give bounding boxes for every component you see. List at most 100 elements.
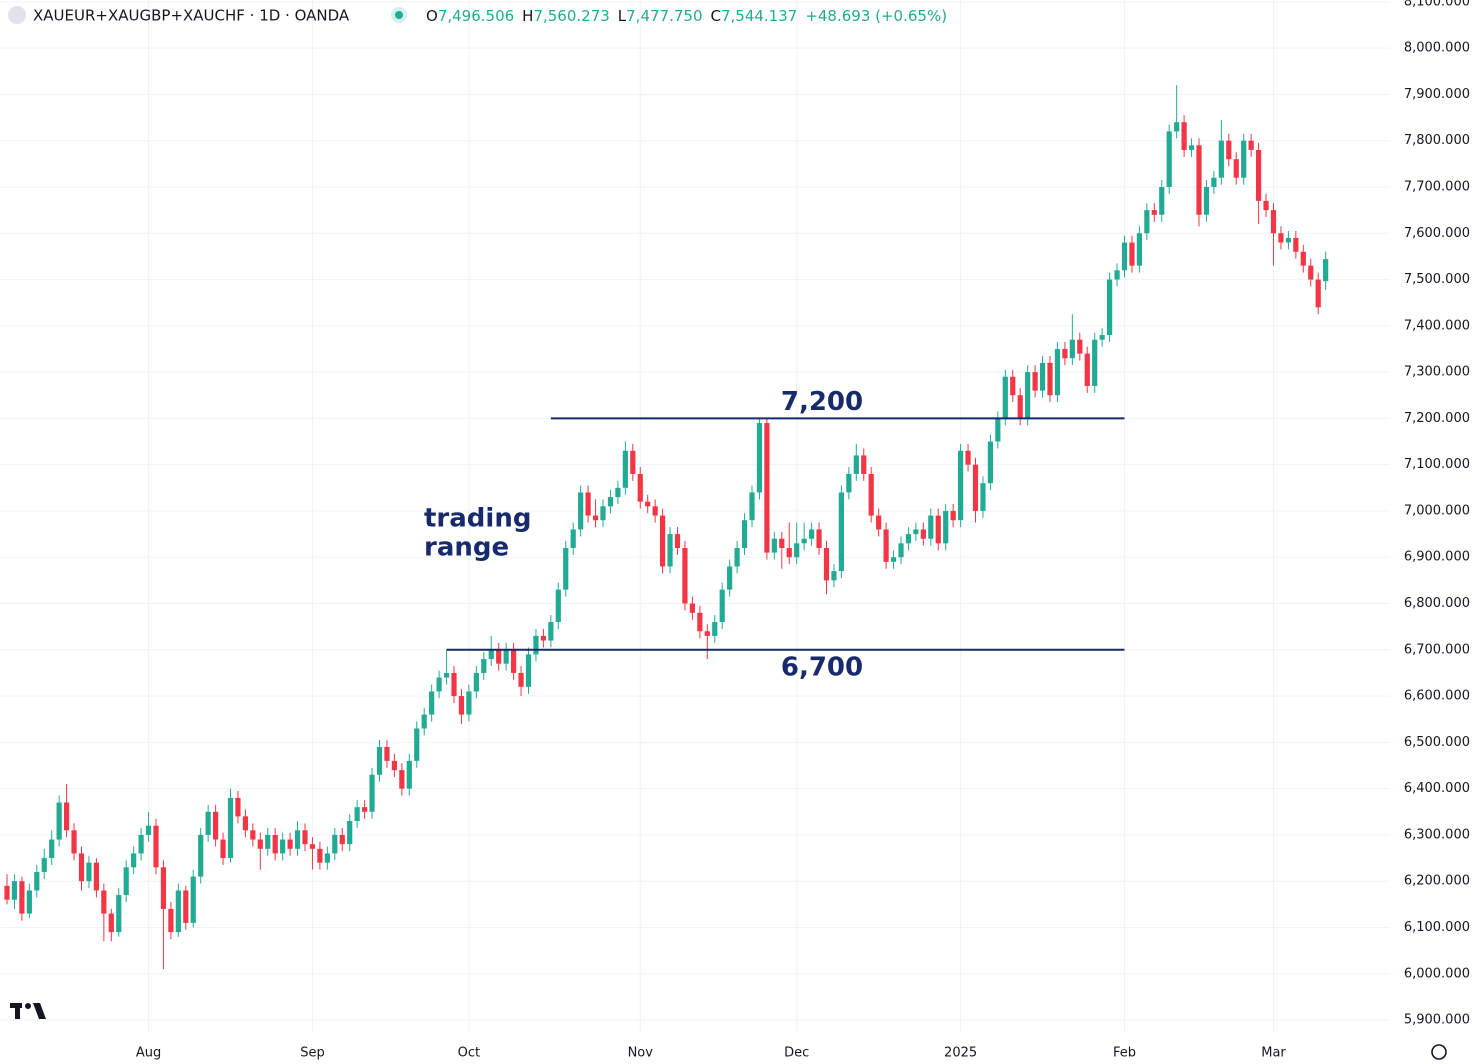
candle-body xyxy=(801,538,807,544)
candle-body xyxy=(1039,362,1046,391)
candle-body xyxy=(831,571,837,581)
y-tick-label: 6,200.000 xyxy=(1404,874,1470,889)
candle-body xyxy=(1151,210,1157,215)
candle-body xyxy=(518,672,524,687)
candle-body xyxy=(257,839,263,849)
candle-body xyxy=(1315,279,1321,308)
candle-body xyxy=(905,534,912,544)
candle-body xyxy=(153,825,159,868)
candle-body xyxy=(1218,140,1224,178)
candle-body xyxy=(890,557,897,562)
candle-body xyxy=(11,881,18,900)
close-icon[interactable] xyxy=(8,6,26,24)
candle-body xyxy=(1196,145,1202,215)
candle-body xyxy=(175,890,181,933)
x-tick-label: Nov xyxy=(628,1046,654,1061)
y-tick-label: 6,800.000 xyxy=(1404,596,1470,611)
y-tick-label: 7,300.000 xyxy=(1404,365,1470,380)
ohlc-value: 7,496.506 xyxy=(438,7,514,25)
candle-body xyxy=(466,691,472,715)
candle-body xyxy=(324,853,330,863)
settings-icon[interactable] xyxy=(1431,1044,1447,1060)
candle-body xyxy=(928,515,934,539)
candle-body xyxy=(71,830,77,854)
ohlc-value: 7,477.750 xyxy=(626,7,702,25)
candle-body xyxy=(56,802,62,840)
y-tick-label: 5,900.000 xyxy=(1404,1013,1470,1028)
x-tick-label: Feb xyxy=(1113,1046,1136,1061)
candle-body xyxy=(339,834,345,845)
ohlc-name: O xyxy=(426,7,438,25)
candle-body xyxy=(1010,376,1016,396)
candle-body xyxy=(764,423,770,553)
candle-body xyxy=(1263,200,1269,211)
candle-body xyxy=(49,839,55,859)
candle-body xyxy=(1188,145,1195,150)
candle-body xyxy=(950,510,956,521)
y-tick-label: 6,400.000 xyxy=(1404,781,1470,796)
candle-body xyxy=(578,492,584,530)
level-label: 7,200 xyxy=(781,387,863,417)
candle-body xyxy=(287,839,293,849)
note: trading xyxy=(424,504,531,534)
candle-body xyxy=(935,515,941,544)
candle-body xyxy=(503,649,509,664)
candle-body xyxy=(138,834,144,854)
candle-body xyxy=(741,520,748,548)
candle-body xyxy=(719,589,725,623)
candle-body xyxy=(980,483,986,511)
candle-body xyxy=(272,834,278,854)
candle-body xyxy=(1084,353,1090,386)
candle-body xyxy=(1136,233,1142,266)
change: +48.693 (+0.65%) xyxy=(805,7,947,25)
candle-body xyxy=(883,529,889,562)
x-tick-label: Mar xyxy=(1261,1046,1286,1061)
candle-body xyxy=(1002,376,1008,419)
candle-body xyxy=(458,696,465,715)
candle-body xyxy=(712,622,718,636)
ohlc-name: C xyxy=(710,7,720,25)
candle-body xyxy=(555,589,561,623)
candle-body xyxy=(354,807,360,822)
candle-body xyxy=(622,450,628,488)
candle-body xyxy=(585,492,591,516)
candle-body xyxy=(1241,140,1247,178)
candle-body xyxy=(823,547,830,581)
candle-body xyxy=(496,649,502,664)
candle-body xyxy=(160,867,167,909)
candle-body xyxy=(227,797,234,859)
y-tick-label: 7,900.000 xyxy=(1404,87,1470,102)
candle-body xyxy=(727,566,733,590)
candle-body xyxy=(667,534,673,567)
candle-body xyxy=(816,529,822,548)
logo-part xyxy=(25,1003,31,1009)
y-tick-label: 6,300.000 xyxy=(1404,827,1470,842)
candle-body xyxy=(1017,395,1023,419)
candle-body xyxy=(406,760,412,789)
candle-body xyxy=(920,529,926,539)
logo-part xyxy=(33,1003,46,1019)
candle-body xyxy=(1107,279,1113,336)
plot xyxy=(4,85,1329,970)
candle-body xyxy=(972,464,979,511)
candle-body xyxy=(235,797,241,817)
candle-body xyxy=(414,728,420,761)
candle-body xyxy=(704,631,710,636)
candle-body xyxy=(1077,339,1083,354)
candle-body xyxy=(1062,348,1068,359)
candle-body xyxy=(302,830,308,845)
candle-body xyxy=(1226,140,1232,160)
candle-body xyxy=(93,862,99,891)
candle-body xyxy=(1047,362,1053,396)
candle-body xyxy=(309,844,316,849)
ohlc-value: 7,544.137 xyxy=(721,7,797,25)
candle-body xyxy=(473,672,479,692)
ohlc-name: H xyxy=(522,7,533,25)
candle-body xyxy=(592,515,599,521)
y-tick-label: 6,600.000 xyxy=(1404,689,1470,704)
candle-body xyxy=(1278,233,1284,243)
candle-body xyxy=(429,691,435,715)
